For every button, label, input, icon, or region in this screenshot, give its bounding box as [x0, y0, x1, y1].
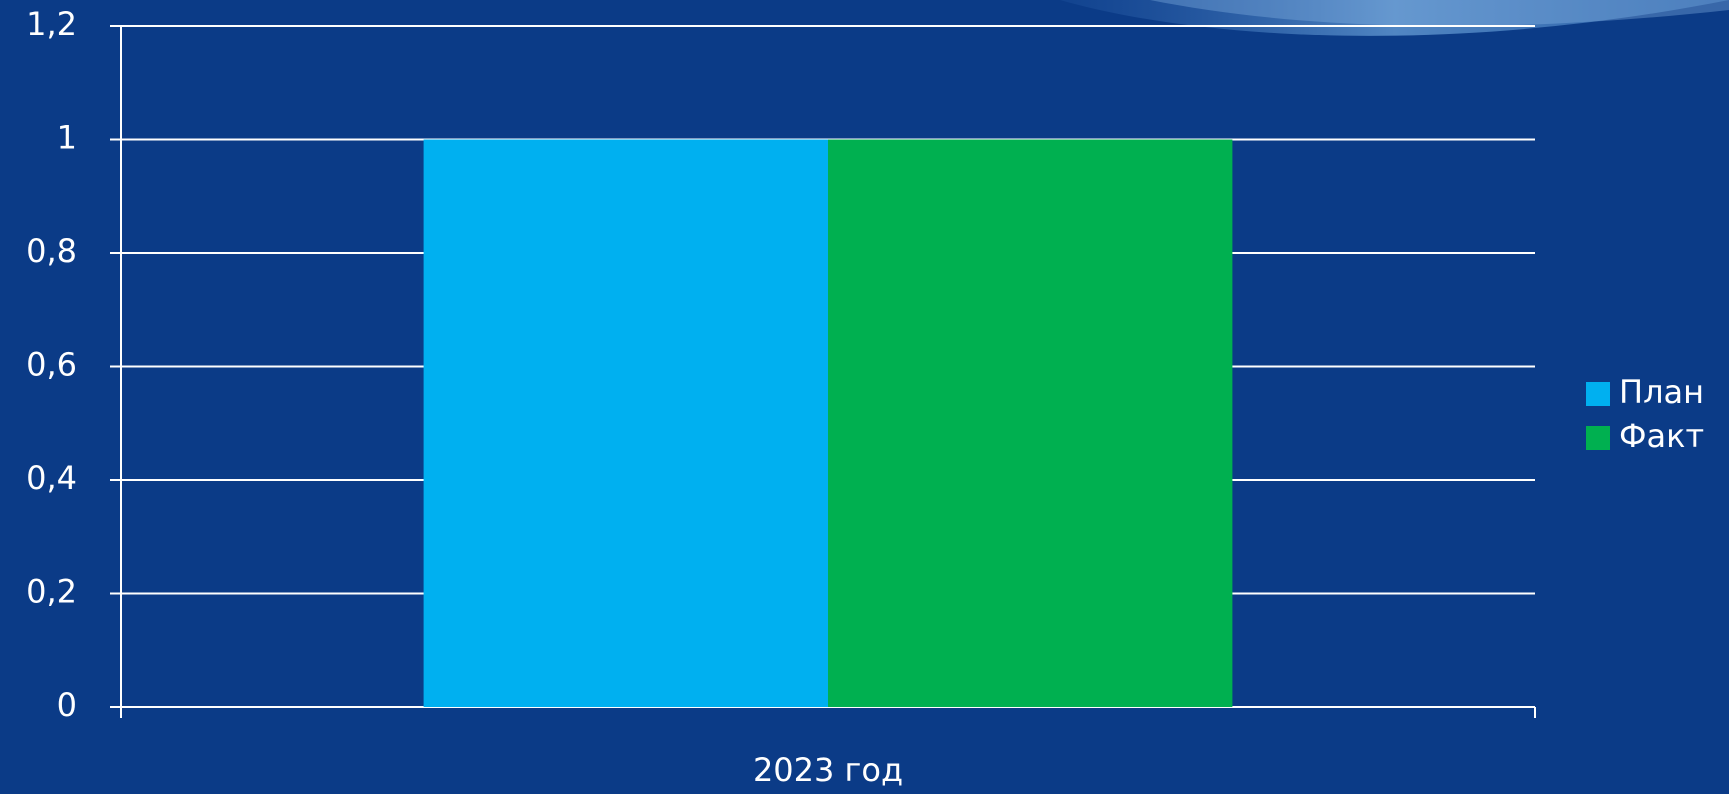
legend-swatch [1586, 426, 1610, 450]
x-tick-label: 2023 год [753, 751, 903, 789]
y-tick-label: 0,8 [26, 232, 77, 270]
legend-label: Факт [1619, 417, 1704, 455]
legend-label: План [1619, 373, 1704, 411]
legend-swatch [1586, 382, 1610, 406]
page: 00,20,40,60,811,22023 годПланФакт (() =>… [0, 0, 1729, 794]
y-tick-label: 1 [57, 119, 77, 157]
bar [828, 140, 1232, 708]
y-tick-label: 0,2 [26, 573, 77, 611]
y-tick-label: 0,4 [26, 459, 77, 497]
bar [424, 140, 828, 708]
y-tick-label: 1,2 [26, 5, 77, 43]
y-tick-label: 0 [57, 686, 77, 724]
chart: 0 0,2 0,4 0,6 0,8 1 1,2 2023 год План Факт [0, 0, 1729, 794]
y-tick-label: 0,6 [26, 346, 77, 384]
